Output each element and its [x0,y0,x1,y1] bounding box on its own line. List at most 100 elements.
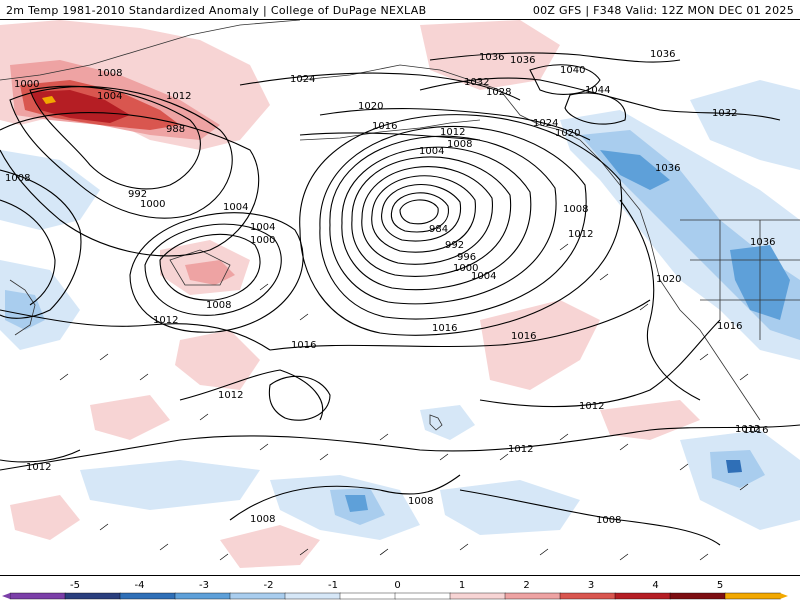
isobar-label: 1000 [140,199,165,210]
colorbar-bin [339,592,396,600]
colorbar-tick-label: 3 [588,580,594,591]
warm-anomaly-west-tropics [90,395,170,440]
isobar-label: 1032 [712,108,737,119]
colorbar: -5 -4 -3 -2 -1 0 1 2 3 4 5 [0,575,800,600]
isobar-1008-south [229,474,461,521]
coastline-hawaii [429,414,443,431]
isobar-main-low-5 [361,166,493,265]
isobar-1024-north [239,72,521,101]
isobar-1012-central [179,369,324,421]
isobar-label: 1012 [440,127,465,138]
isobar-main-low-2 [390,192,449,233]
isobar-label: 1028 [486,87,511,98]
colorbar-bin [64,592,121,600]
wind-barbs [59,243,749,561]
isobar-label: 1000 [14,79,39,90]
isobar-label: 1036 [650,49,675,60]
isobar-label: 1012 [508,444,533,455]
warm-anomaly-alaska [420,20,560,90]
colorbar-bin [449,592,506,600]
isobar-label: 1004 [250,222,275,233]
isobar-west-1004 [0,169,82,319]
isobar-1020-north [319,108,591,141]
isobar-label: 1012 [218,390,243,401]
isobar-label: 1016 [511,331,536,342]
isobar-label: 1008 [408,496,433,507]
isobar-label: 1016 [291,340,316,351]
isobar-label: 1004 [97,91,122,102]
isobar-main-low-10 [299,114,623,336]
colorbar-bin [504,592,561,600]
cool-anomaly-west-pacific [0,150,100,230]
isobar-1016-mid [269,299,651,351]
warm-anomaly-central-pacific [175,330,260,390]
isobar-kamchatka-low-3 [129,212,304,333]
isobar-siberia-low-3 [0,112,260,257]
coastline-asia [0,20,301,81]
isobar-label: 1012 [579,401,604,412]
isobar-kamchatka-low-1 [159,233,261,301]
isobar-label: 1044 [585,85,610,96]
isobar-label: 1004 [471,271,496,282]
isobar-label: 1012 [166,91,191,102]
isobar-label: 1032 [464,77,489,88]
isobar-1012-west [0,309,271,351]
wind-barb [59,243,749,561]
isobar-label: 1020 [358,101,383,112]
coastline-japan [9,279,36,336]
colorbar-bin [669,592,726,600]
coastline-aleutians [299,119,481,141]
warm-anomaly-kamchatka-core [185,260,235,285]
colorbar-bin [229,592,286,600]
isobar-siberia-low-1 [29,85,201,190]
isobar-label: 1008 [596,515,621,526]
isobar-label: 1020 [656,274,681,285]
isobar-label: 1040 [560,65,585,76]
isobar-label: 1008 [97,68,122,79]
colorbar-tick-label: 0 [394,580,400,591]
cool-anomaly-southeast-strong [726,460,742,473]
isobar-label: 992 [128,189,147,200]
colorbar-graphic: -5 -4 -3 -2 -1 0 1 2 3 4 5 [2,580,788,600]
isobar-label: 1016 [743,425,768,436]
colorbar-tick-label: -1 [328,580,338,591]
colorbar-tick-label: 4 [652,580,658,591]
isobar-label: 1020 [555,128,580,139]
cool-anomaly-japan-core [5,290,45,330]
colorbar-tick-label: 1 [459,580,465,591]
colorbar-bin [9,592,66,600]
isobar-main-low-4 [371,175,476,253]
isobar-main-low-6 [351,156,512,277]
isobar-label: 1008 [563,204,588,215]
colorbar-tick-label: -4 [135,580,145,591]
colorbar-tick-label: -5 [70,580,80,591]
isobar-label: 1012 [568,229,593,240]
cool-anomaly-south-pacific-strong [345,495,368,512]
isobar-label: 996 [457,252,476,263]
coastline-kamchatka [169,249,231,286]
isobar-label: 984 [429,224,448,235]
isobar-1036-north [429,52,681,63]
isobar-label: 1008 [447,139,472,150]
isobar-label: 1016 [372,121,397,132]
isobar-label: 1000 [453,263,478,274]
cool-anomaly-hawaii [420,405,475,440]
colorbar-bin [724,592,781,600]
cool-anomaly-tropics [440,480,580,535]
isobar-1016-east [479,319,721,408]
isobar-ring-small [268,375,331,421]
isobar-label: 1036 [510,55,535,66]
warm-anomaly-peak [42,96,56,104]
isobars [0,52,800,546]
isobar-label: 992 [445,240,464,251]
state-borders [680,219,800,340]
colorbar-bin [284,592,341,600]
cool-anomaly-south-pacific-1 [80,460,260,510]
colorbar-bin [394,592,451,600]
isobar-west-1008 [0,199,56,306]
isobar-label: 1012 [26,462,51,473]
isobar-1012-southwest [0,449,81,463]
